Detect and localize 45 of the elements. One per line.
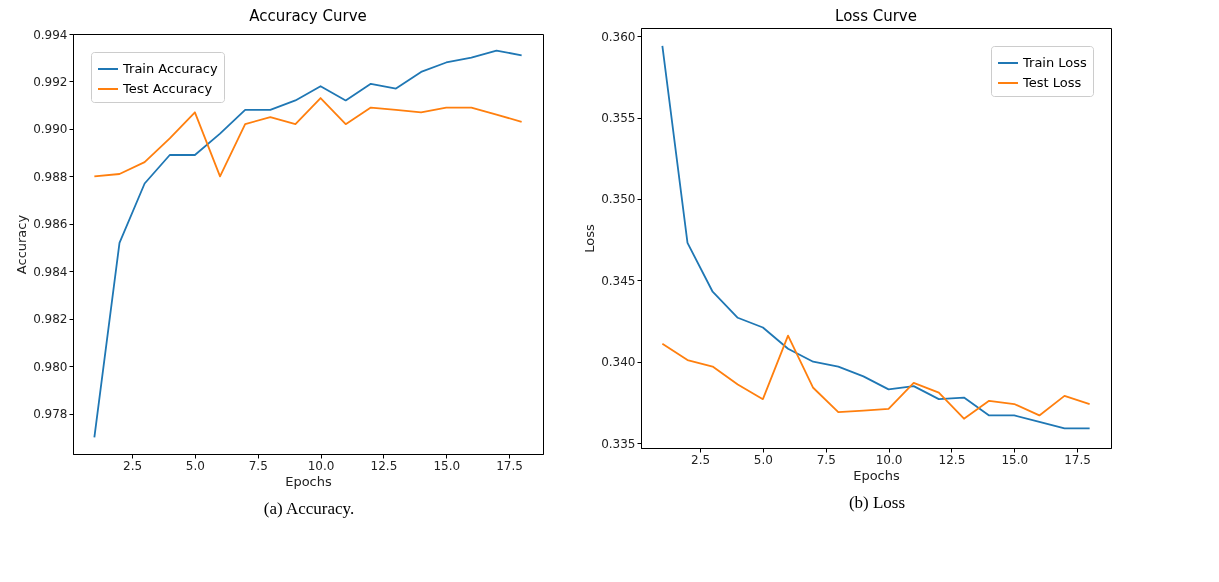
x-tick-label: 10.0 <box>875 452 903 467</box>
y-tick-label: 0.345 <box>601 273 636 288</box>
x-tick-label: 2.5 <box>123 458 143 473</box>
x-tick-label: 2.5 <box>691 452 711 467</box>
legend-label: Train Loss <box>1022 55 1088 70</box>
x-tick-label: 7.5 <box>248 458 268 473</box>
y-tick-label: 0.350 <box>601 192 636 207</box>
y-tick-label: 0.988 <box>33 169 68 184</box>
y-tick-label: 0.360 <box>601 29 636 44</box>
x-axis-title: Epochs <box>853 467 901 483</box>
y-tick-label: 0.990 <box>33 122 68 137</box>
text: (a) Accuracy. <box>262 499 355 519</box>
text: (b) Loss <box>847 493 906 513</box>
x-tick-label: 12.5 <box>370 458 398 473</box>
x-tick-label: 17.5 <box>1064 452 1091 467</box>
y-tick-label: 0.992 <box>33 74 68 89</box>
x-tick-label: 5.0 <box>753 452 773 467</box>
line-series <box>93 97 523 178</box>
legend-label: Test Loss <box>1022 75 1082 90</box>
y-axis-title: Accuracy <box>14 214 30 275</box>
y-tick-label: 0.980 <box>33 359 68 374</box>
x-axis-title: Epochs <box>285 473 333 489</box>
legend-label: Test Accuracy <box>122 81 213 96</box>
x-tick-label: 5.0 <box>185 458 205 473</box>
line-series <box>93 49 523 439</box>
y-axis-title: Loss <box>582 224 598 253</box>
y-tick-label: 0.355 <box>601 111 636 126</box>
chart-title: Accuracy Curve <box>249 7 367 25</box>
y-tick-label: 0.984 <box>33 264 68 279</box>
y-tick-label: 0.986 <box>33 217 68 232</box>
y-tick-label: 0.335 <box>601 436 636 451</box>
y-tick-label: 0.994 <box>33 27 68 42</box>
x-tick-label: 15.0 <box>433 458 461 473</box>
x-tick-label: 7.5 <box>816 452 836 467</box>
y-tick-label: 0.982 <box>33 312 68 327</box>
x-tick-label: 17.5 <box>496 458 523 473</box>
line-series <box>661 334 1091 420</box>
y-tick-label: 0.978 <box>33 407 68 422</box>
x-tick-label: 15.0 <box>1001 452 1029 467</box>
x-tick-label: 12.5 <box>938 452 966 467</box>
line-series <box>661 45 1091 430</box>
legend-label: Train Accuracy <box>122 61 218 76</box>
x-tick-label: 10.0 <box>307 458 335 473</box>
y-tick-label: 0.340 <box>601 355 636 370</box>
chart-title: Loss Curve <box>835 7 917 25</box>
